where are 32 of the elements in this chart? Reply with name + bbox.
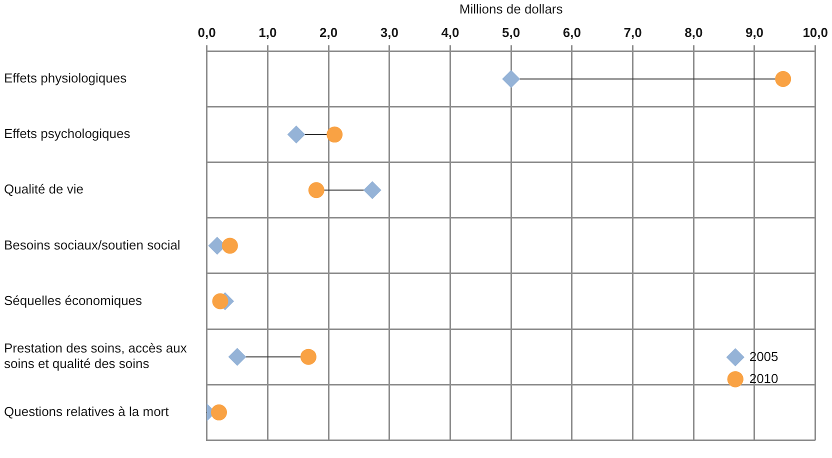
point: [502, 70, 520, 88]
point: [222, 238, 238, 254]
x-tick-label: 10,0: [802, 24, 828, 40]
x-tick-label: 0,0: [198, 24, 216, 40]
x-tick-label: 2,0: [319, 24, 338, 40]
point: [212, 293, 228, 310]
point: [287, 126, 306, 144]
legend-label: 2005: [749, 348, 778, 364]
y-tick-label: Séquelles économiques: [4, 292, 143, 308]
x-tick-label: 8,0: [684, 24, 703, 40]
y-tick-label: Effets psychologiques: [4, 126, 131, 142]
point: [308, 182, 324, 198]
x-tick-label: 7,0: [624, 24, 642, 40]
y-tick-label: Questions relatives à la mort: [4, 404, 170, 419]
x-tick-label: 5,0: [502, 24, 520, 40]
x-tick-label: 3,0: [380, 24, 398, 40]
point: [210, 404, 227, 420]
x-tick-label: 4,0: [441, 24, 460, 40]
point: [775, 70, 792, 87]
x-axis-title: Millions de dollars: [459, 1, 564, 16]
y-tick-label: Effets physiologiques: [4, 70, 128, 86]
x-tick-label: 6,0: [562, 24, 581, 40]
point: [228, 348, 246, 366]
x-tick-label: 9,0: [745, 24, 764, 40]
point: [363, 181, 382, 200]
legend-label: 2010: [749, 370, 778, 386]
y-tick-label: Qualité de vie: [4, 182, 84, 197]
x-tick-label: 1,0: [258, 24, 277, 40]
y-tick-label: Prestation des soins, accès aux soins et qualité des soins: [4, 340, 188, 372]
point: [300, 348, 316, 365]
point: [326, 126, 343, 143]
y-tick-label: Besoins sociaux/soutien social: [4, 237, 180, 252]
